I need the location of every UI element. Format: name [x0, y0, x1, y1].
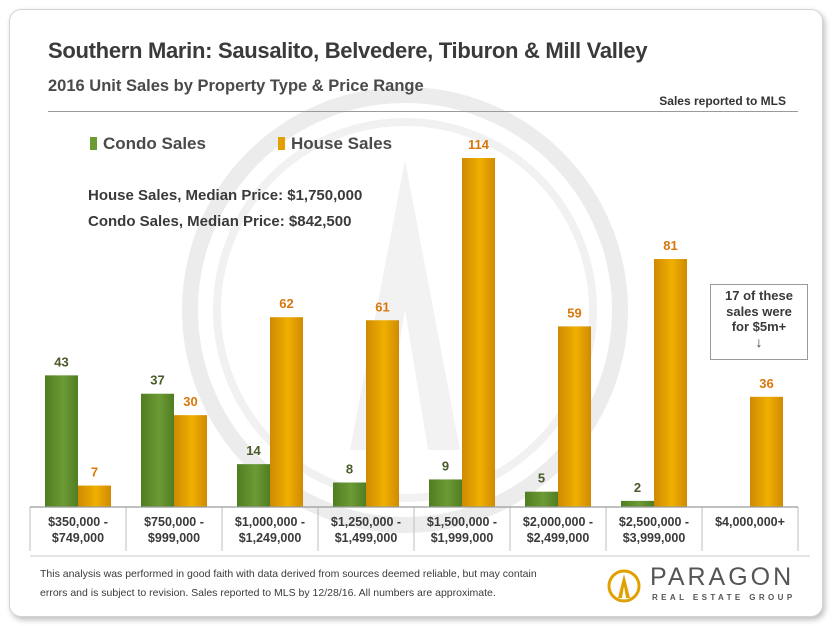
bar-house-6	[654, 259, 687, 507]
bar-condo-6	[621, 500, 654, 507]
data-label-house-0: 7	[91, 465, 98, 480]
category-label-3-0: $1,250,000 -	[331, 515, 401, 529]
source-note: Sales reported to MLS	[659, 94, 786, 108]
category-label-5-0: $2,000,000 -	[523, 515, 593, 529]
bar-house-5	[558, 326, 591, 507]
slide: Southern Marin: Sausalito, Belvedere, Ti…	[9, 9, 823, 617]
brand-tagline: REAL ESTATE GROUP	[652, 593, 796, 602]
category-label-1-1: $999,000	[148, 531, 200, 545]
category-label-3-1: $1,499,000	[335, 531, 398, 545]
brand-name: PARAGON	[650, 563, 795, 591]
condo-median-price: Condo Sales, Median Price: $842,500	[88, 213, 352, 230]
data-label-condo-5: 5	[538, 471, 545, 486]
category-label-0-0: $350,000 -	[48, 515, 108, 529]
bar-chart: 43 7 $350,000 - $749,000 37 30 $750,000 - $999,…	[29, 137, 810, 557]
bar-house-2	[270, 317, 303, 507]
data-label-condo-0: 43	[54, 354, 68, 369]
bar-house-4	[462, 158, 495, 507]
data-label-condo-6: 2	[634, 480, 641, 495]
bar-condo-3	[333, 482, 366, 507]
house-median-price: House Sales, Median Price: $1,750,000	[88, 187, 363, 204]
legend-item-house: House Sales	[278, 134, 392, 154]
bar-condo-1	[141, 393, 174, 507]
category-label-0-1: $749,000	[52, 531, 104, 545]
legend-item-condo: Condo Sales	[90, 134, 206, 154]
annotation-box: 17 of these sales were for $5m+ ↓	[710, 284, 808, 360]
footnote-line-1: This analysis was performed in good fait…	[40, 568, 537, 580]
bar-condo-5	[525, 491, 558, 507]
bar-house-3	[366, 320, 399, 507]
data-label-condo-3: 8	[346, 462, 353, 477]
annotation-line-2: sales were	[726, 303, 792, 319]
legend-swatch-house	[278, 137, 285, 150]
category-label-4-1: $1,999,000	[431, 531, 494, 545]
category-label-2-1: $1,249,000	[239, 531, 302, 545]
chart-subtitle: 2016 Unit Sales by Property Type & Price…	[48, 77, 424, 95]
data-label-house-4: 114	[468, 137, 490, 152]
legend-swatch-condo	[90, 137, 97, 150]
annotation-line-1: 17 of these	[725, 288, 793, 303]
data-label-house-1: 30	[183, 394, 197, 409]
paragon-logo-icon	[607, 569, 641, 603]
data-label-condo-4: 9	[442, 458, 449, 473]
annotation-line-3: for $5m+	[731, 319, 787, 334]
category-label-6-1: $3,999,000	[623, 531, 686, 545]
bar-house-7	[750, 396, 783, 507]
legend-label-house: House Sales	[291, 134, 393, 153]
data-label-condo-2: 14	[246, 443, 261, 458]
category-label-2-0: $1,000,000 -	[235, 515, 305, 529]
bar-condo-4	[429, 479, 462, 507]
down-arrow-icon: ↓	[755, 333, 763, 350]
category-label-5-1: $2,499,000	[527, 531, 590, 545]
data-label-house-7: 36	[759, 376, 773, 391]
footnote-line-2: errors and is subject to revision. Sales…	[40, 587, 496, 599]
bar-house-1	[174, 415, 207, 507]
data-label-house-5: 59	[567, 305, 581, 320]
legend-label-condo: Condo Sales	[103, 134, 206, 153]
category-label-4-0: $1,500,000 -	[427, 515, 497, 529]
data-label-house-6: 81	[663, 238, 677, 253]
bar-condo-0	[45, 375, 78, 507]
bar-condo-2	[237, 464, 270, 507]
chart-title: Southern Marin: Sausalito, Belvedere, Ti…	[48, 38, 648, 63]
category-label-7-0: $4,000,000+	[715, 515, 785, 529]
category-label-1-0: $750,000 -	[144, 515, 204, 529]
category-label-6-0: $2,500,000 -	[619, 515, 689, 529]
data-label-house-3: 61	[375, 299, 389, 314]
bar-house-0	[78, 485, 111, 507]
header-divider	[48, 111, 798, 112]
data-label-condo-1: 37	[150, 373, 164, 388]
data-label-house-2: 62	[279, 296, 293, 311]
